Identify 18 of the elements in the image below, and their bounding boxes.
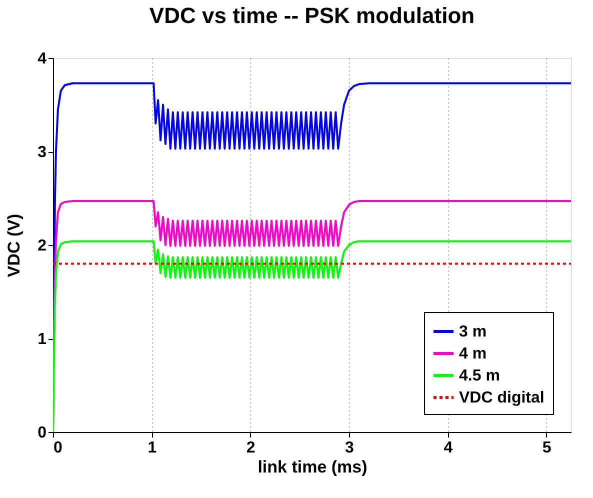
y-tick-label: 4 [38,50,47,68]
y-axis-title: VDC (V) [4,214,24,278]
legend-label: 4.5 m [459,368,500,384]
x-axis-title: link time (ms) [258,458,368,476]
legend-label: VDC digital [459,390,544,406]
legend-label: 4 m [459,346,487,362]
chart-title: VDC vs time -- PSK modulation [149,3,475,28]
y-tick-label: 0 [38,424,47,442]
x-tick-label: 4 [444,440,453,456]
legend-label: 3 m [459,324,487,340]
y-tick-label: 3 [38,144,47,161]
y-tick-label: 2 [38,238,47,254]
y-tick-label: 1 [38,331,47,348]
x-tick-label: 2 [246,440,256,456]
x-tick-label: 5 [542,440,552,456]
x-tick-label: 0 [54,440,62,456]
x-tick-label: 1 [148,440,157,456]
x-tick-label: 3 [345,440,354,456]
